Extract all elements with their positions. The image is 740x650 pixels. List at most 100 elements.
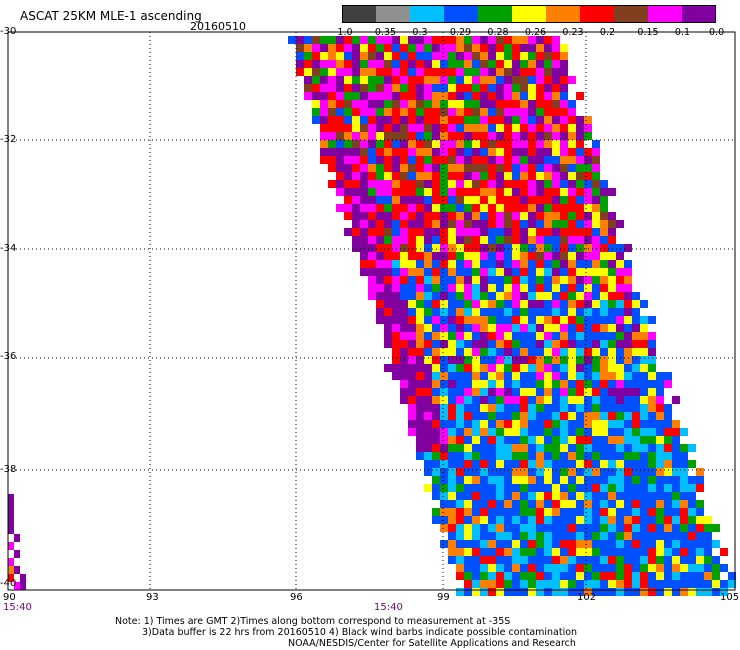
swath-cell [488,572,496,580]
swath-cell [456,524,464,532]
swath-cell [472,132,480,140]
swath-cell [472,68,480,76]
swath-cell [544,444,552,452]
swath-cell [584,404,592,412]
swath-cell [488,260,496,268]
swath-cell [512,492,520,500]
swath-cell [512,396,520,404]
swath-cell [464,460,472,468]
swath-cell [600,212,608,220]
swath-cell [560,196,568,204]
swath-cell [672,540,680,548]
swath-cell [536,556,544,564]
swath-cell [424,204,432,212]
swath-cell [424,308,432,316]
swath-cell [416,244,424,252]
swath-cell [384,204,392,212]
swath-cell [400,132,408,140]
swath-cell [448,196,456,204]
swath-cell [440,220,448,228]
swath-cell [616,260,624,268]
swath-cell [504,508,512,516]
swath-cell [528,124,536,132]
swath-cell [400,268,408,276]
swath-cell [632,444,640,452]
swath-cell [512,484,520,492]
swath-cell [440,252,448,260]
swath-cell [552,332,560,340]
swath-cell [448,108,456,116]
swath-cell [584,188,592,196]
swath-cell [464,468,472,476]
swath-cell [456,244,464,252]
swath-cell [440,388,448,396]
swath-cell [480,284,488,292]
swath-cell [640,532,648,540]
swath-cell [528,420,536,428]
swath-cell [640,356,648,364]
swath-cell [320,68,328,76]
swath-cell [424,340,432,348]
swath-cell [432,308,440,316]
swath-cell [608,420,616,428]
swath-cell [544,516,552,524]
swath-cell [536,548,544,556]
swath-cell [592,452,600,460]
lon-label: 93 [146,592,159,603]
swath-cell [672,428,680,436]
swath-cell [368,44,376,52]
swath-cell [304,52,312,60]
swath-cell [504,268,512,276]
swath-cell [528,588,536,596]
swath-cell [616,356,624,364]
swath-cell [416,292,424,300]
swath-cell [488,204,496,212]
swath-cell [488,428,496,436]
swath-cell [408,388,416,396]
swath-cell [400,124,408,132]
swath-cell [520,388,528,396]
swath-cell [640,452,648,460]
swath-cell [696,516,704,524]
swath-cell [424,108,432,116]
swath-cell [504,548,512,556]
swath-cell [576,140,584,148]
swath-cell [504,132,512,140]
swath-cell [640,460,648,468]
swath-cell [536,540,544,548]
swath-cell [472,36,480,44]
swath-cell [656,380,664,388]
swath-cell [584,252,592,260]
swath-cell [480,132,488,140]
swath-cell [512,588,520,596]
swath-cell [464,508,472,516]
swath-cell [416,204,424,212]
swath-cell [488,588,496,596]
swath-cell [600,444,608,452]
swath-cell [568,132,576,140]
swath-cell [520,572,528,580]
swath-cell [440,100,448,108]
swath-cell [488,60,496,68]
swath-cell [480,324,488,332]
swath-cell [488,356,496,364]
swath-cell [352,212,360,220]
swath-cell [408,36,416,44]
swath-cell [448,548,456,556]
swath-cell [440,412,448,420]
swath-cell [504,308,512,316]
swath-cell [640,348,648,356]
swath-cell [528,252,536,260]
swath-cell [536,44,544,52]
swath-cell [616,508,624,516]
swath-cell [544,260,552,268]
swath-cell [456,100,464,108]
swath-cell [512,316,520,324]
swath-cell [632,500,640,508]
swath-cell [552,204,560,212]
swath-cell [480,52,488,60]
swath-cell [520,348,528,356]
swath-cell [488,284,496,292]
swath-cell [440,36,448,44]
swath-cell [560,164,568,172]
